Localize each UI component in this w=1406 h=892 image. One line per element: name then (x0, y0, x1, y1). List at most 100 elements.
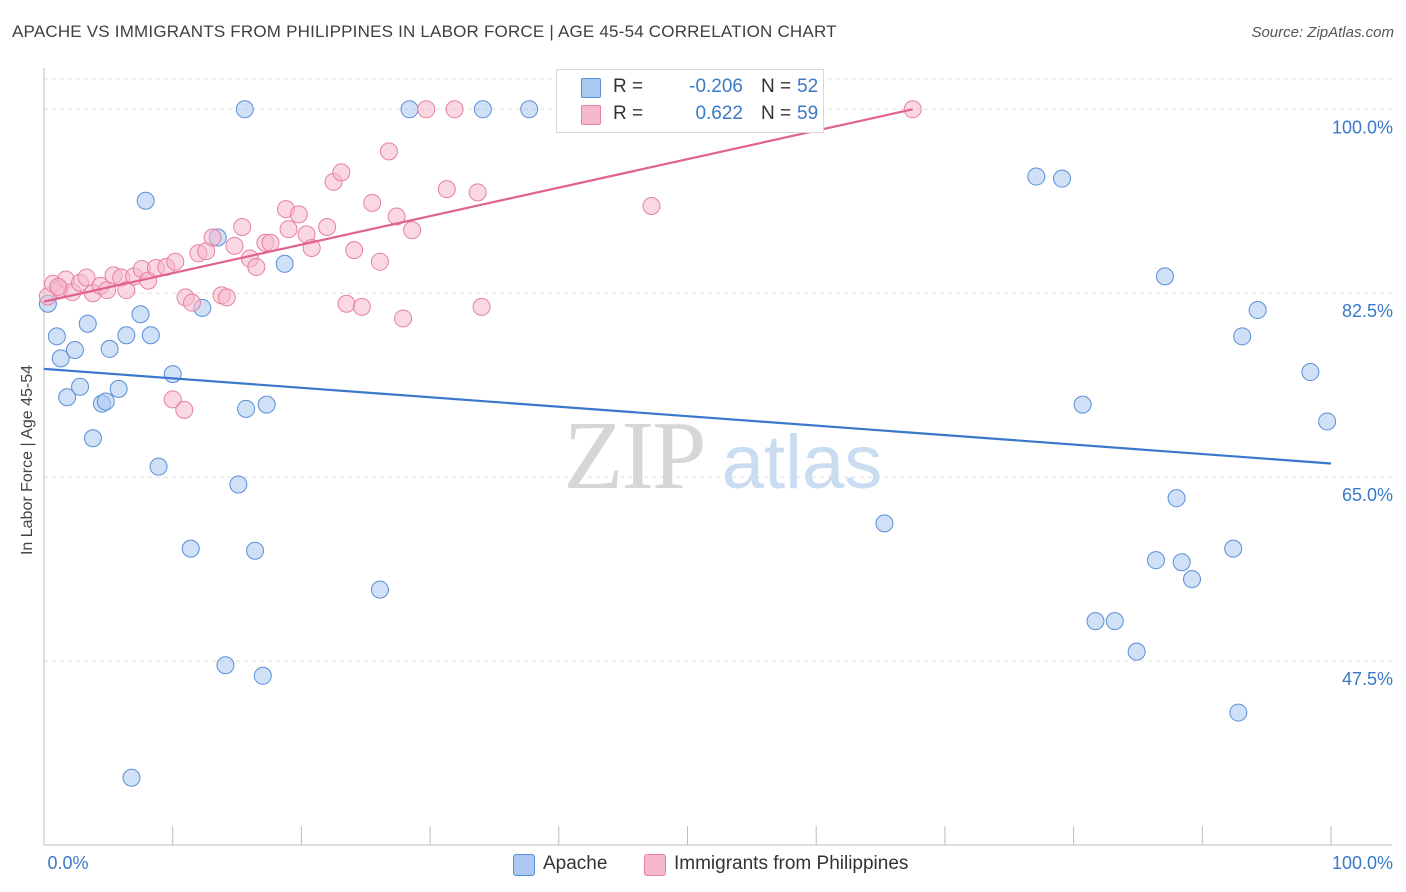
apache-point (51, 349, 70, 368)
apache-point (83, 429, 102, 448)
y-axis-label: In Labor Force | Age 45-54 (19, 364, 36, 556)
philippines-point (175, 400, 194, 419)
y-tick-label: 82.5% (1342, 301, 1393, 321)
apache-point (1053, 169, 1072, 188)
tick-labels: 47.5% 65.0% 82.5% 100.0% 0.0% 100.0% (47, 117, 1393, 873)
apache-point (253, 666, 272, 685)
bottom-legend-label-philippines: Immigrants from Philippines (674, 853, 909, 874)
philippines-point (77, 268, 96, 287)
philippines-point (289, 205, 308, 224)
philippines-point (166, 252, 185, 271)
apache-point (520, 100, 539, 119)
philippines-point (49, 277, 68, 296)
apache-point (131, 305, 150, 324)
apache-point (257, 395, 276, 414)
apache-point (1229, 703, 1248, 722)
y-tick-label: 65.0% (1342, 485, 1393, 505)
points-layer (38, 100, 1337, 787)
legend-n-label: N = (761, 103, 792, 124)
philippines-point (318, 218, 337, 237)
philippines-point (183, 293, 202, 312)
apache-point (275, 254, 294, 273)
philippines-point (468, 183, 487, 202)
philippines-point (417, 100, 436, 119)
legend-r-value: 0.622 (695, 103, 743, 124)
philippines-point (379, 142, 398, 161)
apache-point (136, 191, 155, 210)
apache-point (122, 768, 141, 787)
apache-point (181, 539, 200, 558)
bottom-legend-swatch-apache (513, 854, 535, 876)
watermark: ZIP atlas (564, 402, 883, 510)
legend-r-label: R = (613, 76, 644, 97)
apache-point (1248, 301, 1267, 320)
apache-point (58, 388, 77, 407)
philippines-point (363, 193, 382, 212)
philippines-point (332, 163, 351, 182)
philippines-point (403, 221, 422, 240)
legend-n-value: 52 (797, 76, 819, 97)
x-tick-label: 100.0% (1332, 853, 1393, 873)
philippines-point (394, 309, 413, 328)
apache-point (400, 100, 419, 119)
apache-point (1233, 327, 1252, 346)
philippines-point (203, 228, 222, 247)
apache-point (237, 399, 256, 418)
apache-point (1105, 612, 1124, 631)
philippines-point (225, 236, 244, 255)
legend-r-label: R = (613, 103, 644, 124)
apache-point (1183, 570, 1202, 589)
legend-r-value: -0.206 (689, 76, 743, 97)
bottom-legend-label-apache: Apache (543, 853, 608, 874)
apache-point (163, 365, 182, 384)
legend-n-label: N = (761, 76, 792, 97)
philippines-point (217, 288, 236, 307)
apache-point (1224, 539, 1243, 558)
philippines-point (163, 390, 182, 409)
chart-title: APACHE VS IMMIGRANTS FROM PHILIPPINES IN… (12, 22, 837, 41)
apache-point (141, 326, 160, 345)
apache-point (235, 100, 254, 119)
apache-point (65, 340, 84, 359)
philippines-point (387, 207, 406, 226)
philippines-point (370, 252, 389, 271)
philippines-point (233, 218, 252, 237)
apache-point (149, 457, 168, 476)
stats-legend: R = -0.206 N = 52 R = 0.622 N = 59 (556, 69, 824, 133)
apache-point (1155, 267, 1174, 286)
apache-point (875, 514, 894, 533)
apache-point (96, 392, 115, 411)
bottom-legend-swatch-philippines (644, 854, 666, 876)
philippines-point (642, 196, 661, 215)
apache-point (71, 377, 90, 396)
apache-point (1301, 363, 1320, 382)
philippines-point (445, 100, 464, 119)
philippines-point (472, 297, 491, 316)
y-tick-label: 47.5% (1342, 669, 1393, 689)
apache-point (1146, 551, 1165, 570)
apache-point (1127, 642, 1146, 661)
apache-point (1172, 553, 1191, 572)
legend-n-value: 59 (797, 103, 819, 124)
philippines-trendline (43, 108, 913, 303)
apache-point (473, 100, 492, 119)
philippines-point (117, 281, 136, 300)
apache-point (47, 327, 66, 346)
apache-point (216, 656, 235, 675)
philippines-point (337, 294, 356, 313)
philippines-point (247, 257, 266, 276)
philippines-point (261, 233, 280, 252)
philippines-point (345, 241, 364, 260)
chart-source: Source: ZipAtlas.com (1251, 24, 1394, 41)
axis-layer (43, 68, 1392, 846)
watermark-zip: ZIP (564, 402, 705, 510)
apache-point (370, 580, 389, 599)
apache-point (229, 475, 248, 494)
apache-point (1027, 167, 1046, 186)
apache-point (246, 541, 265, 560)
trend-layer (43, 108, 1332, 465)
watermark-atlas: atlas (722, 420, 883, 505)
legend-swatch-apache (581, 78, 601, 98)
